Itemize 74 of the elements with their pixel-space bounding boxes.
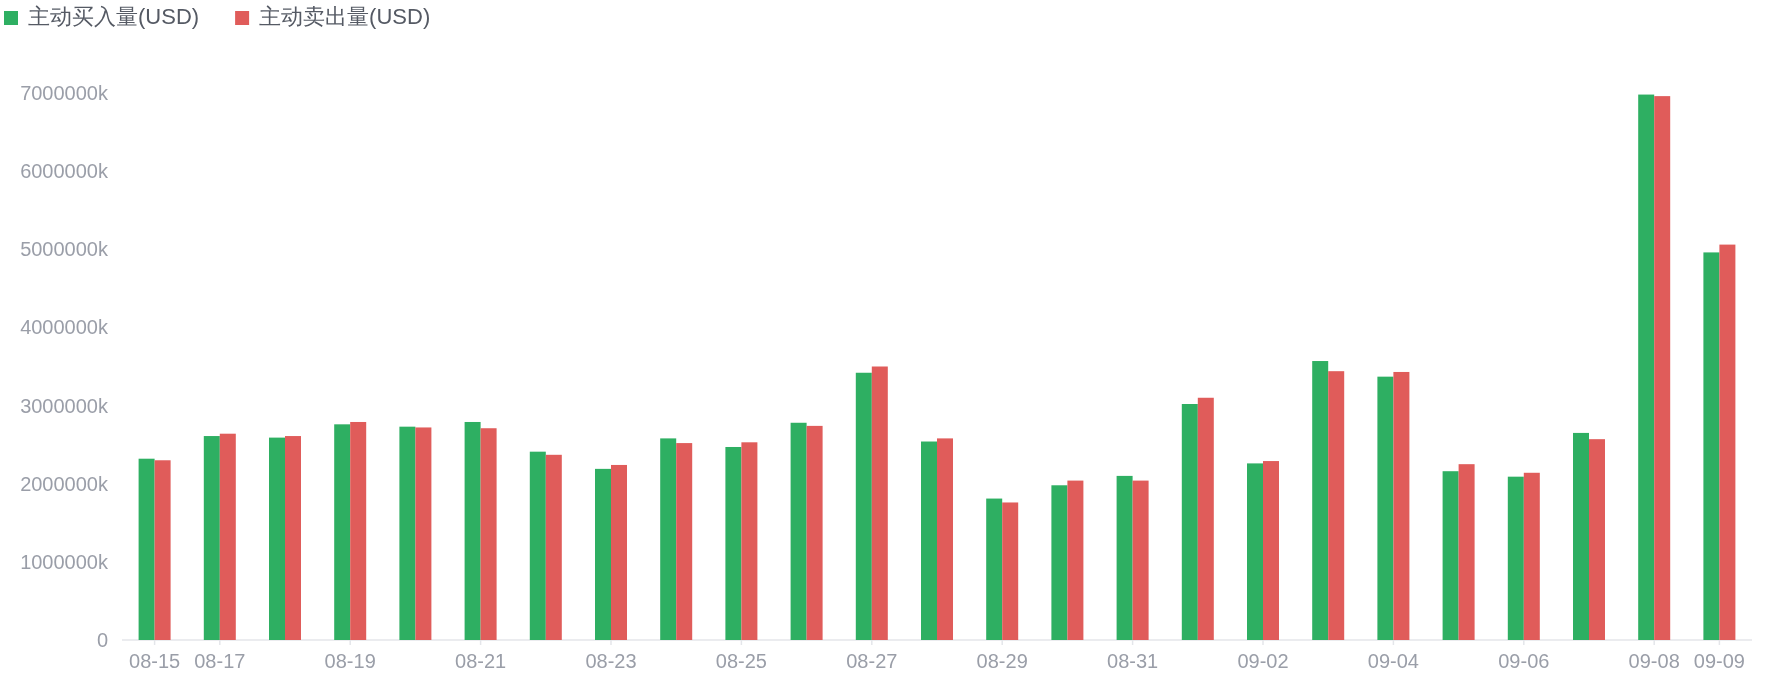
y-tick-label: 3000000k	[20, 394, 109, 417]
bar	[203, 436, 220, 640]
bar	[1703, 252, 1720, 640]
bar	[855, 372, 872, 640]
bar	[1523, 472, 1540, 640]
bar	[219, 433, 236, 640]
x-tick-label: 08-19	[324, 650, 376, 672]
x-tick-label: 08-21	[455, 650, 507, 672]
bar	[1002, 502, 1019, 640]
bar	[741, 442, 758, 640]
bar	[545, 454, 562, 640]
x-tick-label: 08-29	[976, 650, 1028, 672]
x-tick-label: 08-23	[585, 650, 637, 672]
bar	[1312, 361, 1329, 640]
bar	[986, 498, 1003, 640]
bar	[1638, 94, 1655, 640]
bar	[1393, 371, 1410, 640]
bar	[806, 425, 823, 640]
bar	[611, 464, 627, 640]
bar	[1719, 244, 1736, 640]
y-tick-label: 5000000k	[20, 238, 109, 261]
bar	[790, 422, 807, 640]
bar	[1247, 463, 1263, 640]
bar	[1067, 480, 1084, 640]
y-tick-label: 4000000k	[20, 316, 109, 339]
bar	[480, 428, 497, 640]
legend-label: 主动买入量(USD)	[28, 4, 200, 29]
bar	[350, 421, 367, 640]
y-tick-label: 7000000k	[20, 82, 109, 104]
bar	[676, 443, 693, 640]
bar	[1654, 96, 1671, 640]
bar	[529, 451, 546, 640]
x-tick-label: 08-17	[194, 650, 246, 672]
legend-label: 主动卖出量(USD)	[259, 4, 431, 29]
y-tick-label: 1000000k	[20, 550, 109, 573]
bar	[154, 460, 171, 640]
bar	[415, 427, 432, 640]
bar	[937, 438, 953, 640]
bar	[1377, 376, 1394, 640]
y-tick-label: 2000000k	[20, 472, 109, 495]
bar	[285, 436, 301, 640]
bar	[1589, 439, 1605, 640]
bar	[399, 426, 416, 640]
x-tick-label: 08-31	[1107, 650, 1159, 672]
x-tick-label: 08-25	[715, 650, 767, 672]
bar	[334, 424, 351, 640]
bar	[1507, 476, 1524, 640]
x-tick-label: 09-09	[1693, 650, 1745, 672]
bar	[921, 441, 937, 640]
x-tick-label: 09-02	[1237, 650, 1289, 672]
y-tick-label: 0	[96, 629, 108, 651]
bar	[1197, 397, 1214, 640]
bar	[464, 421, 481, 640]
x-tick-label: 08-27	[846, 650, 898, 672]
y-tick-label: 6000000k	[20, 160, 109, 183]
bar	[1181, 404, 1198, 640]
x-tick-label: 09-04	[1367, 650, 1419, 672]
bar	[1263, 461, 1279, 640]
bar	[871, 366, 888, 640]
bar	[1132, 480, 1149, 640]
bar	[1442, 471, 1459, 640]
bar	[595, 468, 611, 640]
x-tick-label: 09-06	[1498, 650, 1550, 672]
bar	[1458, 464, 1475, 640]
bar	[725, 446, 742, 640]
x-tick-label: 08-15	[129, 650, 181, 672]
bar	[1051, 485, 1068, 640]
bar	[269, 437, 285, 640]
bar	[138, 458, 155, 640]
bar	[660, 438, 677, 640]
bar	[1116, 475, 1133, 640]
bar	[1328, 371, 1345, 640]
bar	[1573, 432, 1589, 640]
x-tick-label: 09-08	[1628, 650, 1680, 672]
